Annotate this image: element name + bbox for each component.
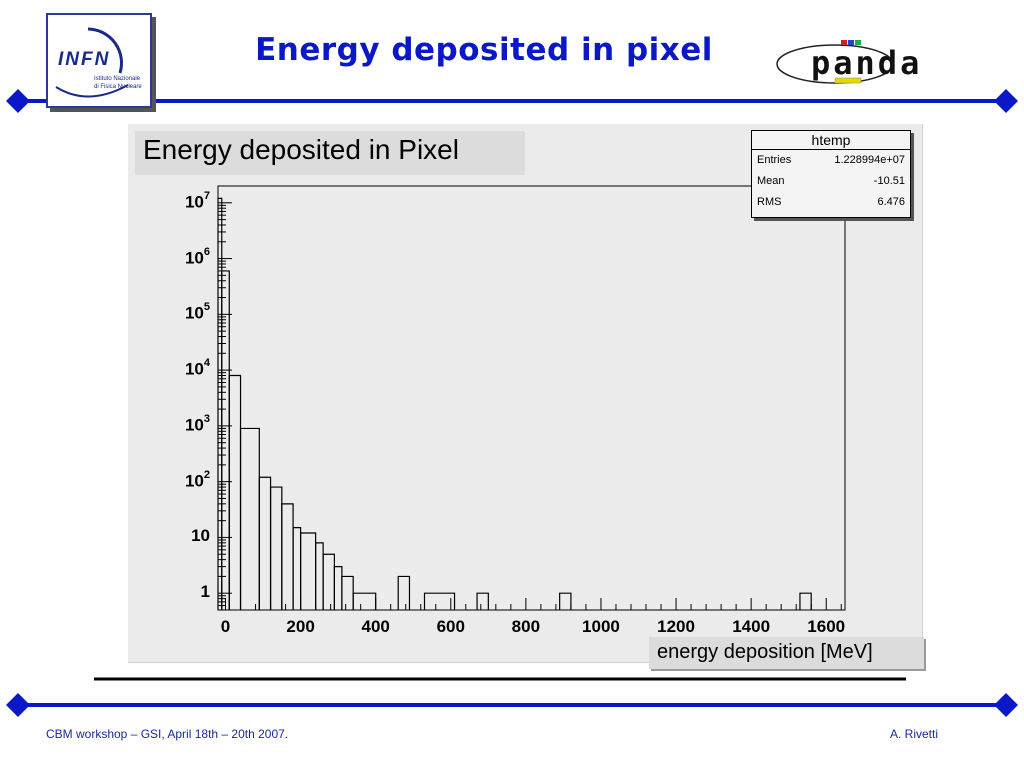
- histogram-bin: [397, 575, 411, 610]
- y-tick-label: 10: [191, 526, 210, 546]
- histogram-bin: [423, 592, 456, 610]
- plot-area: [217, 185, 846, 611]
- x-axis-label-box: [649, 637, 924, 669]
- footer-author: A. Rivetti: [890, 727, 939, 741]
- x-tick-label: 1000: [582, 617, 620, 636]
- panda-logo: panda: [775, 38, 975, 88]
- stats-mean-label: Mean: [757, 175, 785, 187]
- diamond-right-icon: [994, 89, 1018, 113]
- x-axis-label: energy deposition [MeV]: [657, 641, 873, 663]
- stats-mean-value: -10.51: [873, 175, 905, 187]
- histogram-bin: [476, 592, 489, 610]
- chart-title-box: [135, 131, 525, 175]
- x-tick-label: 400: [361, 617, 390, 636]
- infn-logo-text: INFN: [58, 49, 111, 70]
- footer-event: CBM workshop – GSI, April 18th – 20th 20…: [46, 727, 289, 741]
- panda-ring-icon: [776, 40, 894, 84]
- diamond-left-icon: [6, 89, 30, 113]
- x-tick-label: 1400: [732, 617, 771, 636]
- stats-rms-label: RMS: [757, 196, 782, 208]
- x-tick-label: 1200: [657, 617, 695, 636]
- panda-logo-text: panda: [811, 44, 923, 82]
- x-tick-label: 0: [220, 617, 231, 636]
- stats-box: htemp Entries 1.228994e+07 Mean -10.51 RMS…: [751, 130, 911, 218]
- y-tick-label: 103: [184, 412, 210, 435]
- infn-logo-subtext: di Fisica Nucleare: [94, 84, 142, 90]
- y-tick-label: 104: [184, 357, 210, 379]
- histogram-bin: [799, 592, 812, 610]
- x-tick-label: 1600: [807, 617, 846, 636]
- y-tick-label: 102: [184, 468, 210, 491]
- y-tick-label: 106: [184, 245, 210, 268]
- header-decoration: [6, 89, 1018, 113]
- slide-title: Energy deposited in pixel: [255, 32, 713, 68]
- chart-title: Energy deposited in Pixel: [143, 134, 459, 165]
- infn-logo-subtext: Istituto Nazionale: [94, 76, 141, 82]
- y-tick-label: 105: [184, 301, 210, 323]
- infn-logo: INFN Istituto Nazionale di Fisica Nuclea…: [46, 13, 152, 108]
- x-tick-label: 200: [286, 617, 315, 636]
- y-tick-label: 107: [184, 189, 210, 212]
- stats-entries-value: 1.228994e+07: [834, 154, 905, 166]
- stats-title: htemp: [752, 131, 910, 150]
- x-tick-label: 600: [436, 617, 465, 636]
- infn-arc-icon: [55, 27, 129, 98]
- y-tick-label: 1: [200, 582, 210, 602]
- stats-entries-label: Entries: [757, 154, 792, 166]
- stats-rms-value: 6.476: [877, 196, 905, 208]
- histogram-bin: [559, 592, 572, 610]
- x-tick-label: 800: [511, 617, 541, 636]
